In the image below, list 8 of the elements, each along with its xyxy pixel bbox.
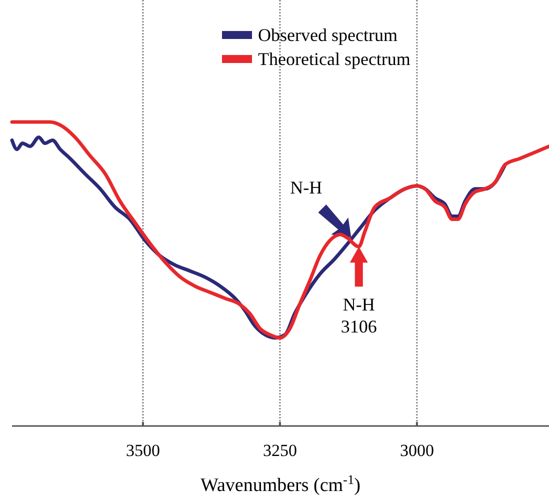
x-axis-title: Wavenumbers (cm$^{-1}$) <box>200 472 360 496</box>
annotation: N-H 3106 <box>340 294 377 337</box>
annotation: N-H <box>290 178 322 198</box>
x-tick-label: 3000 <box>400 441 434 460</box>
legend-label: Theoretical spectrum <box>258 49 410 69</box>
x-tick-label: 3500 <box>126 441 160 460</box>
x-tick-label: 3250 <box>262 441 297 460</box>
legend-label: Observed spectrum <box>258 25 398 45</box>
